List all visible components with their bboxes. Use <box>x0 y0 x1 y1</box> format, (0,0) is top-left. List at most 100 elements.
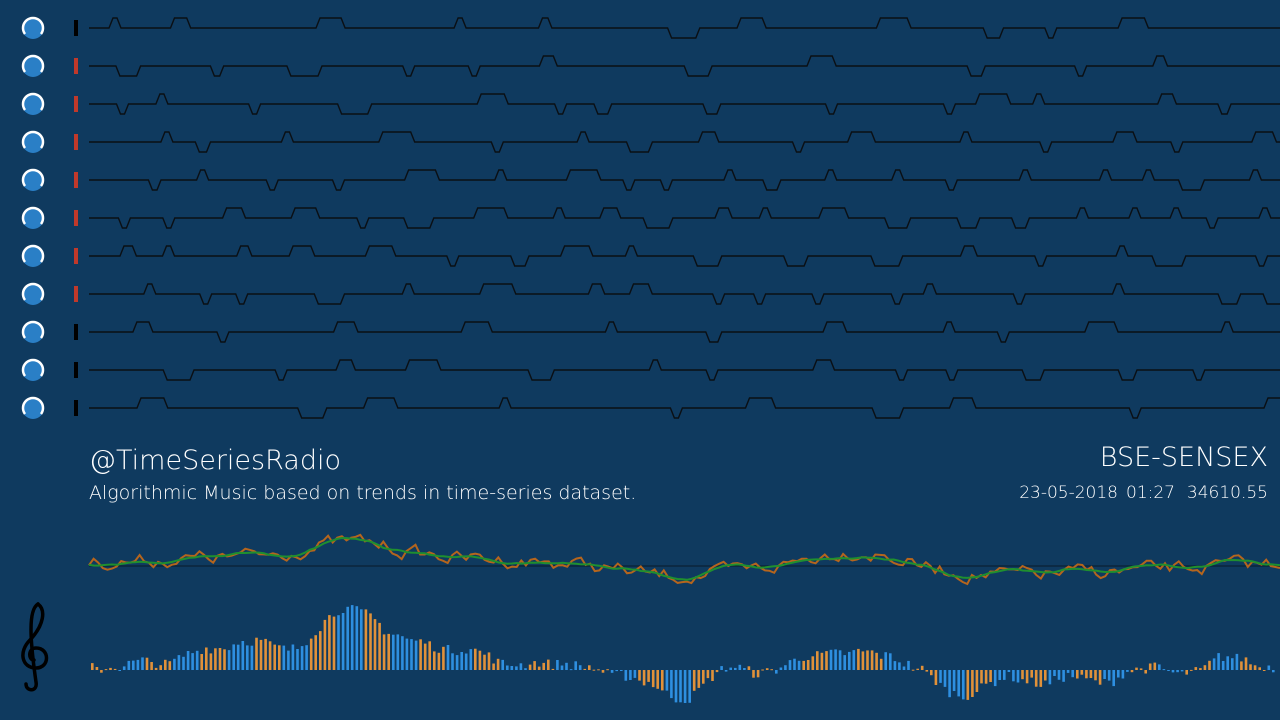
trend-bar <box>278 645 281 670</box>
trend-bar <box>396 634 400 670</box>
trend-bar <box>861 651 865 670</box>
trend-bar <box>186 651 190 670</box>
staff-line <box>89 131 1280 153</box>
trend-bar <box>141 657 144 670</box>
trend-bar <box>565 662 568 670</box>
trend-bar <box>387 633 390 670</box>
trend-bar <box>168 661 172 670</box>
trend-bar <box>515 666 518 670</box>
trend-bar <box>264 638 267 670</box>
trend-bar <box>91 663 94 670</box>
knob-arc <box>21 244 45 263</box>
staff-line <box>89 169 1280 191</box>
trend-bar <box>578 665 582 670</box>
trend-bar <box>300 646 304 670</box>
trend-bar <box>537 666 541 670</box>
trend-bar <box>834 649 837 670</box>
trend-bar <box>369 613 372 670</box>
trend-bar <box>588 665 591 670</box>
trend-bar <box>392 634 395 670</box>
trend-bar <box>314 635 317 670</box>
trend-bar <box>620 670 623 671</box>
trend-bar <box>692 670 696 691</box>
trend-bar <box>811 656 815 670</box>
trend-bar <box>761 669 764 671</box>
trend-bar <box>683 670 687 703</box>
trend-bar <box>1244 657 1248 670</box>
trend-bar <box>223 649 226 670</box>
trend-bar <box>1030 670 1033 678</box>
trend-bar <box>665 670 669 691</box>
price-chart <box>88 533 1280 586</box>
knob <box>22 359 44 381</box>
trend-bar <box>287 650 290 670</box>
trend-bar <box>268 641 272 670</box>
trend-bar <box>373 619 377 670</box>
knob <box>22 321 44 343</box>
trend-bar <box>323 619 327 670</box>
trend-bar <box>738 664 742 670</box>
trend-bar <box>702 670 705 684</box>
channel-marker <box>74 20 78 36</box>
knob-arc <box>21 358 45 377</box>
trend-bar <box>775 670 778 674</box>
trend-bar <box>524 668 527 670</box>
trend-bar <box>501 659 504 670</box>
trend-bar <box>533 661 536 670</box>
trend-bar <box>1171 670 1175 673</box>
trend-bar <box>127 660 131 670</box>
channel-marker <box>74 96 78 112</box>
trend-bar <box>469 649 473 670</box>
trend-bar <box>1217 653 1220 670</box>
trend-bar <box>715 670 719 673</box>
trend-bar <box>1144 670 1147 674</box>
trend-bar <box>419 639 422 670</box>
trend-bar <box>1258 667 1261 670</box>
trend-bar <box>902 666 906 670</box>
trend-bar <box>132 660 135 670</box>
staff-line <box>89 207 1280 229</box>
channel-marker <box>74 248 78 264</box>
trend-bar <box>1039 670 1043 687</box>
staff-line <box>89 93 1280 115</box>
trend-bar <box>633 670 637 678</box>
trend-bar <box>647 670 650 682</box>
trend-bar <box>1180 670 1184 672</box>
trend-bar <box>241 641 245 670</box>
price-line <box>88 533 1280 586</box>
trend-bar <box>656 670 659 689</box>
trend-bar <box>173 658 176 670</box>
staff-line <box>89 17 1280 39</box>
trend-bar <box>674 670 678 703</box>
trend-bar <box>765 668 769 670</box>
trend-bar <box>1272 670 1275 673</box>
staff-lines <box>89 17 1280 419</box>
trend-bar <box>1139 668 1143 670</box>
trend-bar <box>182 656 185 670</box>
trend-bar <box>1012 670 1015 682</box>
trend-bar <box>355 606 359 670</box>
trend-bar <box>1212 658 1216 670</box>
trend-bar <box>492 663 495 670</box>
trend-bar <box>136 659 140 670</box>
trend-bar <box>957 670 960 697</box>
trend-bar <box>962 670 965 700</box>
staff-line <box>89 283 1280 305</box>
trend-bar <box>1148 663 1152 670</box>
trend-bar <box>1076 670 1079 679</box>
trend-bar <box>159 665 162 670</box>
trend-bar <box>104 669 108 671</box>
trend-bar <box>154 667 158 670</box>
trend-bar <box>227 650 231 670</box>
channel-marker <box>74 362 78 378</box>
trend-bar <box>1089 670 1093 678</box>
trend-bar <box>528 664 532 670</box>
trend-bar <box>825 651 828 670</box>
trend-bar <box>879 658 883 670</box>
trend-bar <box>852 650 856 670</box>
trend-bar <box>1221 661 1225 670</box>
trend-bar <box>1080 670 1084 675</box>
trend-bar <box>236 644 240 670</box>
trend-bar <box>638 670 641 681</box>
trend-bar <box>1199 668 1202 670</box>
